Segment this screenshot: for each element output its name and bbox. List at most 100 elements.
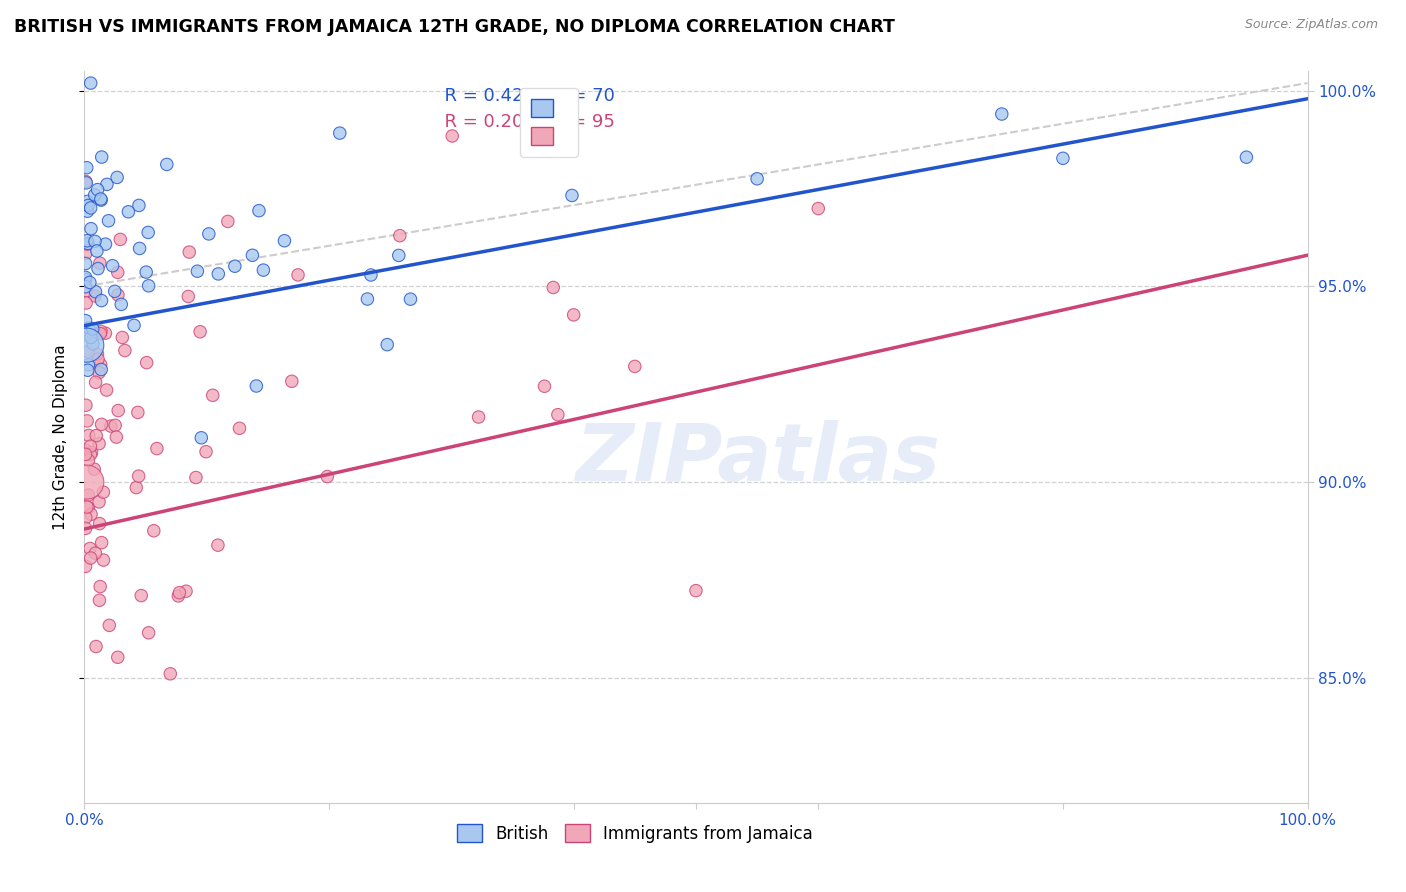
Point <box>98 618 121 632</box>
Point <box>228 421 250 435</box>
Point <box>75 447 97 461</box>
Point <box>76 363 98 377</box>
Point <box>242 248 264 262</box>
Point <box>89 256 111 270</box>
Point <box>186 264 208 278</box>
Point <box>79 448 101 462</box>
Point <box>138 278 160 293</box>
Text: R = 0.201   N = 95: R = 0.201 N = 95 <box>433 113 614 131</box>
Point <box>111 330 134 344</box>
Point <box>76 194 98 209</box>
Point <box>76 500 98 514</box>
Point <box>87 352 110 367</box>
Point <box>201 388 224 402</box>
Point <box>83 187 105 202</box>
Point <box>83 462 105 476</box>
Point <box>1052 151 1074 165</box>
Point <box>86 183 108 197</box>
Point <box>195 444 218 458</box>
Point <box>75 270 97 285</box>
Point <box>77 358 100 372</box>
Point <box>807 202 830 216</box>
Point <box>75 313 97 327</box>
Text: R = 0.428   N = 70: R = 0.428 N = 70 <box>433 87 614 104</box>
Point <box>89 326 111 341</box>
Point <box>105 430 128 444</box>
Point <box>83 289 105 303</box>
Point <box>159 666 181 681</box>
Point <box>316 469 339 483</box>
Point <box>128 469 150 483</box>
Point <box>89 580 111 594</box>
Point <box>547 408 569 422</box>
Point <box>207 267 229 281</box>
Point <box>136 226 159 240</box>
Point <box>177 289 200 303</box>
Point <box>167 589 190 603</box>
Point <box>169 585 191 599</box>
Point <box>388 228 411 243</box>
Point <box>80 330 103 344</box>
Point <box>79 541 101 556</box>
Point <box>991 107 1014 121</box>
Point <box>541 280 564 294</box>
Point <box>84 235 107 249</box>
Point <box>245 379 267 393</box>
Point <box>107 403 129 417</box>
Point <box>329 126 352 140</box>
Point <box>90 535 112 549</box>
Point <box>96 383 118 397</box>
Point <box>82 336 104 351</box>
Y-axis label: 12th Grade, No Diploma: 12th Grade, No Diploma <box>53 344 69 530</box>
Point <box>75 521 97 535</box>
Point <box>135 356 157 370</box>
Point <box>79 276 101 290</box>
Point <box>86 347 108 361</box>
Point <box>75 176 97 190</box>
Point <box>190 431 212 445</box>
Point <box>224 259 246 273</box>
Point <box>624 359 647 374</box>
Text: BRITISH VS IMMIGRANTS FROM JAMAICA 12TH GRADE, NO DIPLOMA CORRELATION CHART: BRITISH VS IMMIGRANTS FROM JAMAICA 12TH … <box>14 18 896 36</box>
Point <box>114 343 136 358</box>
Point <box>198 227 221 241</box>
Point <box>184 470 207 484</box>
Point <box>76 327 98 342</box>
Point <box>77 428 100 442</box>
Point <box>77 500 100 515</box>
Point <box>252 263 274 277</box>
Point <box>156 157 179 171</box>
Point <box>90 362 112 376</box>
Point <box>94 326 117 341</box>
Point <box>96 178 118 192</box>
Point <box>110 297 132 311</box>
Point <box>87 261 110 276</box>
Point <box>107 650 129 665</box>
Point <box>685 583 707 598</box>
Point <box>90 193 112 207</box>
Point <box>104 418 127 433</box>
Point <box>90 293 112 308</box>
Point <box>80 76 103 90</box>
Point <box>135 265 157 279</box>
Point <box>375 337 398 351</box>
Point <box>441 128 464 143</box>
Point <box>76 204 98 219</box>
Point <box>399 292 422 306</box>
Point <box>76 161 98 175</box>
Point <box>100 419 122 434</box>
Point <box>105 170 128 185</box>
Point <box>117 204 139 219</box>
Point <box>79 439 101 453</box>
Point <box>146 442 169 456</box>
Point <box>75 279 97 293</box>
Point <box>287 268 309 282</box>
Point <box>101 259 124 273</box>
Point <box>93 485 115 500</box>
Point <box>75 256 97 270</box>
Point <box>107 265 129 279</box>
Point <box>87 495 110 509</box>
Point <box>562 308 585 322</box>
Point <box>75 510 97 524</box>
Point <box>75 398 97 412</box>
